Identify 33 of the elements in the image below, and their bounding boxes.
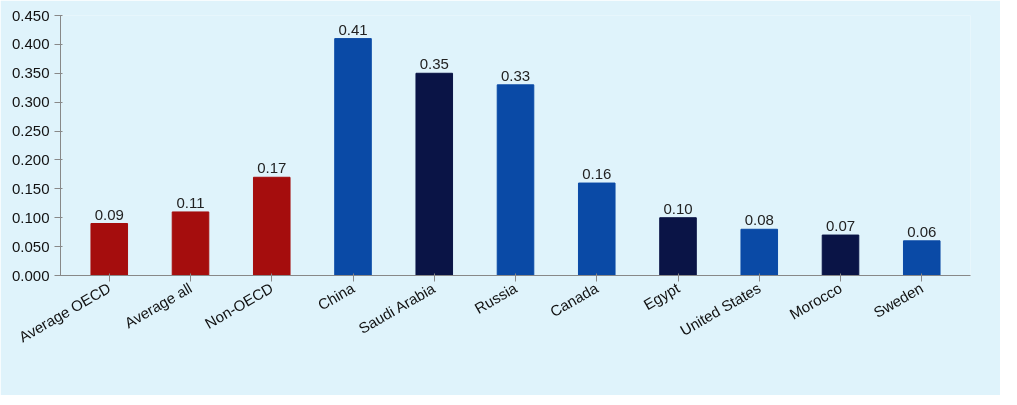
data-label: 0.16 (582, 165, 612, 183)
bar (740, 228, 779, 276)
y-tick-label: 0.350 (11, 64, 50, 82)
bar (659, 217, 697, 276)
x-tick-label: China (314, 278, 358, 314)
y-tick-label: 0.400 (11, 35, 50, 53)
data-label: 0.10 (663, 199, 693, 217)
y-tick-label: 0.450 (11, 6, 50, 24)
bar (496, 84, 535, 276)
data-label: 0.07 (825, 217, 856, 235)
data-label: 0.33 (500, 66, 531, 84)
data-label: 0.11 (176, 193, 205, 211)
y-tick-label: 0.250 (11, 122, 50, 140)
bar (90, 223, 129, 276)
data-label: 0.17 (257, 159, 287, 177)
bar (334, 38, 372, 276)
y-tick-label: 0.150 (11, 179, 50, 197)
y-tick-label: 0.300 (11, 93, 50, 111)
bar (821, 234, 860, 276)
data-label: 0.08 (744, 211, 774, 229)
y-tick-label: 0.000 (11, 266, 50, 284)
bar (577, 182, 616, 276)
bar (252, 176, 291, 276)
data-label: 0.09 (94, 205, 124, 223)
data-label: 0.06 (907, 222, 937, 240)
y-tick-label: 0.100 (11, 208, 50, 226)
y-tick-label: 0.200 (11, 150, 50, 168)
bar (902, 240, 941, 276)
bar (171, 211, 210, 276)
y-tick-label: 0.050 (11, 237, 50, 255)
data-label: 0.41 (338, 20, 368, 38)
bar (415, 72, 454, 276)
data-label: 0.35 (419, 55, 449, 73)
